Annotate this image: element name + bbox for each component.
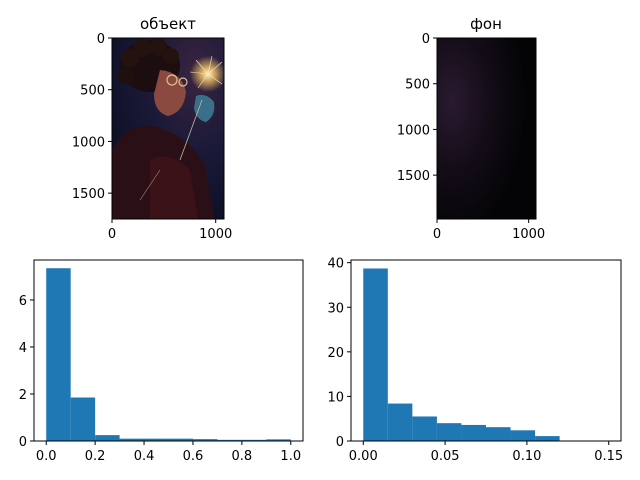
background-image-ytick-label: 1000 bbox=[397, 123, 430, 138]
object-histogram-bar bbox=[241, 439, 267, 441]
object-histogram-bar bbox=[119, 438, 145, 441]
background-histogram-ticks: 0.00 0.05 0.10 0.15 0 10 20 30 40 bbox=[327, 257, 623, 464]
object-image-frame bbox=[111, 37, 225, 220]
background-histogram-ytick-label: 10 bbox=[327, 390, 344, 405]
background-histogram-bar bbox=[387, 403, 413, 441]
background-histogram-ytick-label: 20 bbox=[327, 346, 344, 361]
background-histogram-bar bbox=[436, 423, 462, 441]
background-histogram-xtick-label: 0.10 bbox=[512, 449, 541, 464]
object-image-ytick-label: 0 bbox=[97, 32, 105, 47]
background-histogram-bar bbox=[363, 268, 388, 441]
object-histogram-bar bbox=[192, 439, 218, 441]
object-image-panel: объект bbox=[72, 15, 232, 242]
object-histogram-bar bbox=[266, 439, 291, 441]
background-histogram-bar bbox=[486, 427, 511, 441]
object-histogram-xtick-label: 0.0 bbox=[36, 449, 57, 464]
object-image-ytick-label: 1500 bbox=[72, 187, 105, 202]
object-histogram-ytick-label: 6 bbox=[19, 294, 27, 309]
object-histogram-xtick-label: 0.8 bbox=[232, 449, 253, 464]
object-histogram-axes: 0.0 0.2 0.4 0.6 0.8 1.0 0 2 4 6 bbox=[19, 259, 304, 464]
object-histogram-bar bbox=[46, 268, 71, 441]
object-histogram-bar bbox=[217, 439, 242, 441]
object-photo bbox=[112, 38, 224, 219]
background-histogram-bar bbox=[510, 430, 536, 441]
object-histogram-ytick-label: 4 bbox=[19, 341, 27, 356]
object-histogram-bar bbox=[144, 438, 169, 441]
background-histogram-ytick-label: 40 bbox=[327, 257, 344, 272]
background-histogram-bar bbox=[461, 424, 486, 441]
background-image-xtick-label: 0 bbox=[433, 227, 441, 242]
background-photo bbox=[437, 38, 536, 219]
background-image-panel: фон 0 1000 0 500 1000 1500 bbox=[397, 15, 545, 242]
object-histogram-ytick-label: 0 bbox=[19, 435, 27, 450]
object-histogram-xtick-label: 0.6 bbox=[183, 449, 204, 464]
background-panel-title: фон bbox=[470, 15, 502, 33]
background-histogram-bar bbox=[535, 436, 560, 441]
background-image-ytick-label: 0 bbox=[422, 32, 430, 47]
object-histogram-ytick-label: 2 bbox=[19, 388, 27, 403]
object-histogram-ticks: 0.0 0.2 0.4 0.6 0.8 1.0 0 2 4 6 bbox=[19, 294, 301, 464]
object-image-ytick-label: 500 bbox=[80, 84, 105, 99]
background-image-frame bbox=[436, 37, 537, 220]
object-histogram-xtick-label: 0.2 bbox=[85, 449, 106, 464]
background-image-ytick-label: 500 bbox=[405, 78, 430, 93]
object-image-xtick-label: 0 bbox=[108, 227, 116, 242]
object-histogram-bar bbox=[168, 438, 193, 441]
background-histogram-xtick-label: 0.05 bbox=[431, 449, 460, 464]
object-histogram-bars bbox=[46, 268, 291, 441]
background-histogram-ytick-label: 0 bbox=[336, 435, 344, 450]
object-histogram-frame bbox=[33, 259, 304, 442]
object-histogram-bar bbox=[70, 397, 96, 441]
background-histogram-frame bbox=[350, 259, 622, 442]
object-panel-title: объект bbox=[140, 15, 196, 33]
object-image-ticks: 0 1000 0 500 1000 1500 bbox=[72, 32, 232, 242]
object-image-ytick-label: 1000 bbox=[72, 135, 105, 150]
background-histogram-bar bbox=[412, 416, 437, 441]
background-histogram-xtick-label: 0.00 bbox=[349, 449, 378, 464]
object-image-xtick-label: 1000 bbox=[199, 227, 232, 242]
object-histogram-bar bbox=[95, 435, 120, 441]
background-image-xtick-label: 1000 bbox=[512, 227, 545, 242]
background-image-ytick-label: 1500 bbox=[397, 169, 430, 184]
background-image-ticks: 0 1000 0 500 1000 1500 bbox=[397, 32, 545, 242]
background-histogram-xtick-label: 0.15 bbox=[594, 449, 623, 464]
background-histogram-bars bbox=[363, 268, 609, 441]
object-histogram-xtick-label: 1.0 bbox=[280, 449, 301, 464]
background-histogram-ytick-label: 30 bbox=[327, 301, 344, 316]
object-histogram-xtick-label: 0.4 bbox=[134, 449, 155, 464]
background-histogram-axes: 0.00 0.05 0.10 0.15 0 10 20 30 40 bbox=[327, 257, 623, 464]
